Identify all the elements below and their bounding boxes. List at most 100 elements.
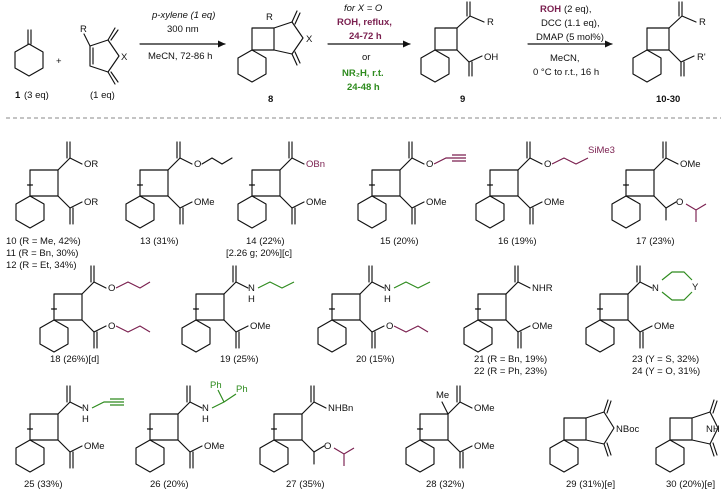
svg-text:OBn: OBn — [306, 159, 325, 170]
svg-text:OMe: OMe — [84, 441, 105, 452]
svg-text:OMe: OMe — [532, 321, 553, 332]
reagent2-R: R — [80, 24, 87, 35]
svg-text:H: H — [384, 294, 391, 305]
svg-text:NBoc: NBoc — [616, 424, 639, 435]
svg-text:26 (20%): 26 (20%) — [150, 479, 189, 490]
svg-text:OMe: OMe — [204, 441, 225, 452]
product8-X: X — [306, 34, 313, 45]
svg-text:22 (R = Ph, 23%): 22 (R = Ph, 23%) — [474, 366, 547, 377]
svg-text:12 (R = Et, 34%): 12 (R = Et, 34%) — [6, 260, 77, 271]
svg-text:N: N — [202, 403, 209, 414]
svg-text:17 (23%): 17 (23%) — [636, 236, 675, 247]
product9-OH: OH — [484, 52, 498, 63]
svg-text:OMe: OMe — [474, 403, 495, 414]
step1-below: MeCN, 72-86 h — [148, 51, 212, 62]
svg-text:OMe: OMe — [680, 159, 701, 170]
product8-R: R — [266, 12, 273, 23]
compound-25: N H OMe 25 (33%) — [15, 385, 124, 490]
svg-text:N: N — [652, 283, 659, 294]
svg-text:O: O — [324, 441, 331, 452]
final-num: 10-30 — [656, 94, 680, 105]
svg-text:30 (20%)[e]: 30 (20%)[e] — [666, 479, 715, 490]
svg-text:OMe: OMe — [194, 197, 215, 208]
svg-text:OMe: OMe — [306, 197, 327, 208]
compound-26: N H Ph Ph OMe 26 (20%) — [135, 380, 248, 490]
svg-text:14 (22%): 14 (22%) — [246, 236, 285, 247]
step3-dcc: DCC (1.1 eq), — [541, 18, 600, 29]
step3-roh: ROH — [540, 4, 561, 15]
svg-text:Y: Y — [692, 282, 699, 293]
cyclohexanone-structure — [14, 29, 44, 77]
step3-roh-eq: (2 eq), — [564, 4, 591, 15]
svg-text:29 (31%)[e]: 29 (31%)[e] — [566, 479, 615, 490]
svg-text:15 (20%): 15 (20%) — [380, 236, 419, 247]
product-9-structure — [420, 1, 485, 83]
svg-text:OMe: OMe — [474, 441, 495, 452]
product9-num: 9 — [460, 94, 465, 105]
svg-text:NHBn: NHBn — [328, 403, 353, 414]
svg-text:21 (R = Bn, 19%): 21 (R = Bn, 19%) — [474, 354, 547, 365]
plus-sign: + — [56, 56, 62, 67]
reagent2-eq: (1 eq) — [90, 90, 115, 101]
step2-aminetime: 24-48 h — [347, 82, 380, 93]
compound-1-eq: (3 eq) — [24, 90, 49, 101]
step1-above1: p-xylene (1 eq) — [151, 10, 215, 21]
svg-text:O: O — [386, 321, 393, 332]
svg-text:O: O — [194, 159, 201, 170]
final-R: R — [699, 17, 706, 28]
step2-or: or — [362, 52, 370, 63]
final-R2: R' — [697, 52, 706, 63]
compound-13: O OMe 13 (31%) — [125, 141, 233, 247]
svg-text:27 (35%): 27 (35%) — [286, 479, 325, 490]
step2-rohtime: 24-72 h — [349, 31, 382, 42]
svg-text:19 (25%): 19 (25%) — [220, 354, 259, 365]
svg-text:H: H — [82, 414, 89, 425]
compound-18: O O 18 (26%)[d] — [39, 265, 151, 365]
svg-text:O: O — [108, 321, 115, 332]
compound-23: N Y OMe 23 (Y = S, 32%) 24 (Y = O, 31%) — [585, 265, 700, 377]
svg-text:11 (R = Bn, 30%): 11 (R = Bn, 30%) — [6, 248, 78, 259]
step2-roh: ROH, reflux, — [337, 17, 392, 28]
compound-27: O NHBn 27 (35%) — [259, 385, 355, 490]
svg-text:13 (31%): 13 (31%) — [140, 236, 179, 247]
svg-text:N: N — [248, 283, 255, 294]
compound-28: Me OMe OMe 28 (32%) — [405, 385, 495, 490]
svg-text:OR: OR — [84, 159, 98, 170]
svg-text:O: O — [544, 159, 551, 170]
product-final-structure — [632, 1, 697, 83]
compound-15: O OMe 15 (20%) — [357, 141, 466, 247]
compound-10: OR OR 10 (R = Me, 42%) 11 (R = Bn, 30%) … — [6, 141, 98, 271]
compound-16: O SiMe3 OMe 16 (19%) — [475, 141, 615, 247]
svg-text:18 (26%)[d]: 18 (26%)[d] — [50, 354, 99, 365]
compound-29: NBoc 29 (31%)[e] — [549, 399, 639, 490]
product9-R: R — [487, 17, 494, 28]
svg-text:OMe: OMe — [544, 197, 565, 208]
svg-text:Ph: Ph — [236, 384, 248, 395]
svg-text:16 (19%): 16 (19%) — [498, 236, 537, 247]
compound-21: NHR OMe 21 (R = Bn, 19%) 22 (R = Ph, 23%… — [463, 265, 553, 377]
compound-20: N H O 20 (15%) — [317, 265, 431, 365]
step2-amine: NR₂H, r.t. — [342, 68, 384, 79]
svg-text:25 (33%): 25 (33%) — [24, 479, 63, 490]
svg-text:SiMe3: SiMe3 — [588, 145, 615, 156]
step3-dmap: DMAP (5 mol%) — [536, 32, 604, 43]
svg-text:20 (15%): 20 (15%) — [356, 354, 395, 365]
svg-text:NH: NH — [706, 424, 720, 435]
step3-temp: 0 °C to r.t., 16 h — [533, 67, 599, 78]
compound-14: OBn OMe 14 (22%) [2.26 g; 20%][c] — [226, 141, 327, 259]
anhydride-structure — [83, 27, 120, 85]
svg-text:[2.26 g; 20%][c]: [2.26 g; 20%][c] — [226, 248, 292, 259]
svg-text:N: N — [82, 403, 89, 414]
svg-text:OMe: OMe — [426, 197, 447, 208]
compound-19: N H OMe 19 (25%) — [181, 265, 295, 365]
step3-solvent: MeCN, — [550, 53, 580, 64]
svg-text:O: O — [108, 283, 115, 294]
svg-text:N: N — [384, 283, 391, 294]
svg-text:28 (32%): 28 (32%) — [426, 479, 465, 490]
svg-text:O: O — [426, 159, 433, 170]
svg-text:24 (Y = O, 31%): 24 (Y = O, 31%) — [632, 366, 700, 377]
svg-text:OMe: OMe — [654, 321, 675, 332]
reagent2-X: X — [121, 52, 128, 63]
svg-text:OMe: OMe — [250, 321, 271, 332]
